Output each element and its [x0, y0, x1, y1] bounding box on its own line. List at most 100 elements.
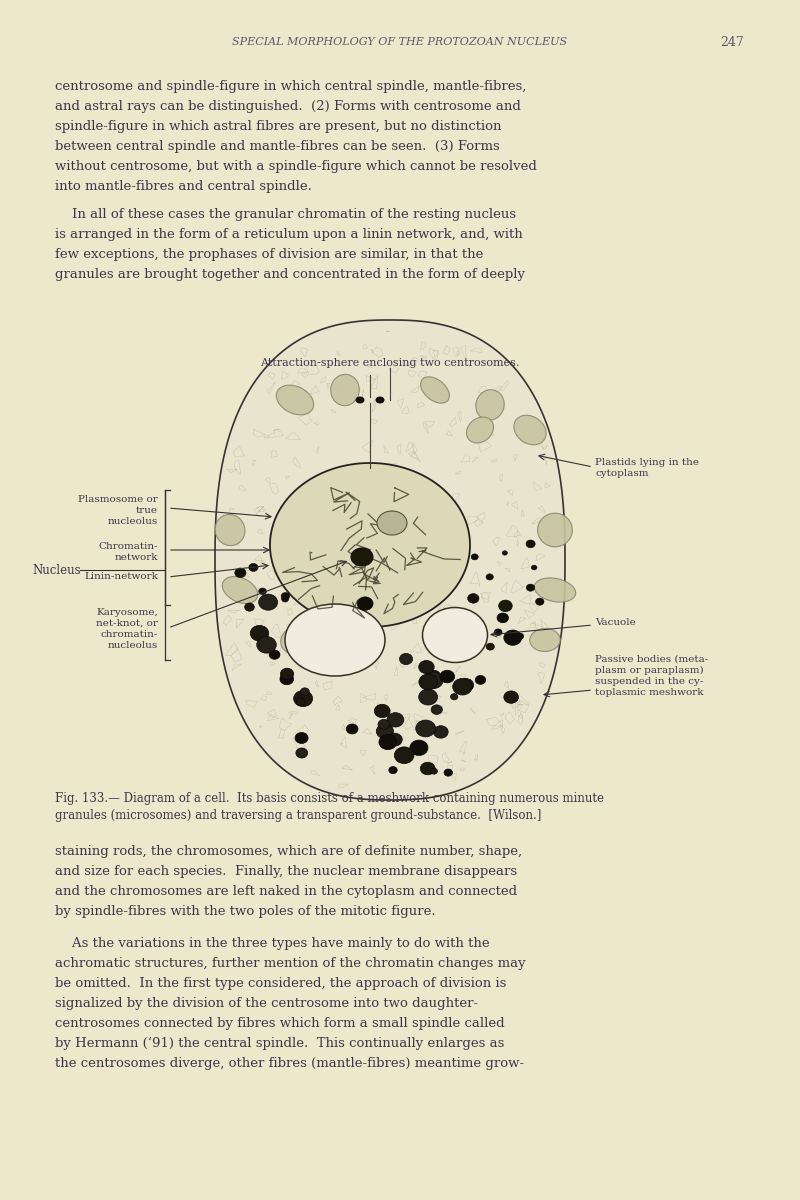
Ellipse shape	[535, 598, 544, 605]
Ellipse shape	[281, 626, 310, 654]
Ellipse shape	[476, 390, 504, 420]
Text: As the variations in the three types have mainly to do with the: As the variations in the three types hav…	[55, 937, 490, 950]
Ellipse shape	[399, 654, 413, 665]
Text: few exceptions, the prophases of division are similar, in that the: few exceptions, the prophases of divisio…	[55, 248, 483, 260]
Ellipse shape	[431, 704, 442, 714]
Ellipse shape	[356, 397, 364, 403]
Text: SPECIAL MORPHOLOGY OF THE PROTOZOAN NUCLEUS: SPECIAL MORPHOLOGY OF THE PROTOZOAN NUCL…	[233, 37, 567, 47]
Ellipse shape	[423, 672, 443, 689]
Ellipse shape	[377, 511, 407, 535]
Text: Passive bodies (meta-
plasm or paraplasm)
suspended in the cy-
toplasmic meshwor: Passive bodies (meta- plasm or paraplasm…	[595, 655, 708, 697]
Text: achromatic structures, further mention of the chromatin changes may: achromatic structures, further mention o…	[55, 958, 526, 970]
Ellipse shape	[250, 625, 269, 641]
Text: centrosome and spindle-figure in which central spindle, mantle-fibres,: centrosome and spindle-figure in which c…	[55, 80, 526, 92]
Ellipse shape	[419, 674, 438, 690]
Ellipse shape	[421, 377, 450, 403]
Text: Attraction-sphere enclosing two centrosomes.: Attraction-sphere enclosing two centroso…	[260, 358, 520, 368]
Ellipse shape	[294, 690, 313, 707]
Text: by spindle-fibres with the two poles of the mitotic figure.: by spindle-fibres with the two poles of …	[55, 905, 436, 918]
Ellipse shape	[475, 676, 486, 684]
Ellipse shape	[418, 660, 434, 673]
Ellipse shape	[468, 594, 479, 604]
Ellipse shape	[269, 650, 280, 659]
Ellipse shape	[249, 564, 258, 571]
Ellipse shape	[534, 578, 576, 602]
Ellipse shape	[514, 415, 546, 445]
Ellipse shape	[538, 514, 572, 547]
Ellipse shape	[285, 604, 385, 676]
Ellipse shape	[422, 607, 487, 662]
Text: spindle-figure in which astral fibres are present, but no distinction: spindle-figure in which astral fibres ar…	[55, 120, 502, 133]
Ellipse shape	[486, 643, 494, 650]
Ellipse shape	[281, 593, 290, 600]
Text: Chromatin-
network: Chromatin- network	[98, 542, 158, 562]
Ellipse shape	[517, 634, 524, 640]
Ellipse shape	[378, 720, 390, 730]
Text: granules (microsomes) and traversing a transparent ground-substance.  [Wilson.]: granules (microsomes) and traversing a t…	[55, 809, 542, 822]
Ellipse shape	[504, 630, 522, 646]
Text: In all of these cases the granular chromatin of the resting nucleus: In all of these cases the granular chrom…	[55, 208, 516, 221]
Text: granules are brought together and concentrated in the form of deeply: granules are brought together and concen…	[55, 268, 525, 281]
Polygon shape	[215, 320, 565, 800]
Ellipse shape	[453, 678, 472, 695]
Ellipse shape	[530, 629, 560, 652]
Text: centrosomes connected by fibres which form a small spindle called: centrosomes connected by fibres which fo…	[55, 1018, 505, 1030]
Ellipse shape	[486, 574, 494, 580]
Ellipse shape	[497, 613, 509, 623]
Ellipse shape	[374, 704, 390, 718]
Text: Karyosome,
net-knot, or
chromatin-
nucleolus: Karyosome, net-knot, or chromatin- nucle…	[96, 608, 158, 650]
Ellipse shape	[418, 689, 438, 706]
Ellipse shape	[222, 576, 258, 604]
Ellipse shape	[301, 688, 310, 695]
Ellipse shape	[394, 746, 414, 763]
Ellipse shape	[494, 629, 502, 636]
Ellipse shape	[526, 584, 534, 592]
Text: Vacuole: Vacuole	[595, 618, 636, 626]
Ellipse shape	[379, 734, 397, 750]
Ellipse shape	[234, 568, 246, 577]
Ellipse shape	[531, 565, 537, 570]
Ellipse shape	[280, 668, 294, 679]
Text: be omitted.  In the first type considered, the approach of division is: be omitted. In the first type considered…	[55, 977, 506, 990]
Ellipse shape	[458, 678, 474, 691]
Ellipse shape	[444, 769, 453, 776]
Text: and astral rays can be distinguished.  (2) Forms with centrosome and: and astral rays can be distinguished. (2…	[55, 100, 521, 113]
Ellipse shape	[416, 720, 435, 737]
Ellipse shape	[498, 600, 512, 612]
Ellipse shape	[295, 732, 308, 744]
Ellipse shape	[296, 698, 305, 706]
Text: 247: 247	[720, 36, 744, 48]
Ellipse shape	[296, 748, 308, 758]
Ellipse shape	[280, 673, 294, 685]
Ellipse shape	[526, 540, 535, 548]
Ellipse shape	[376, 397, 384, 403]
Ellipse shape	[330, 374, 359, 406]
Text: and the chromosomes are left naked in the cytoplasm and connected: and the chromosomes are left naked in th…	[55, 886, 517, 898]
Ellipse shape	[420, 762, 435, 775]
Text: the centrosomes diverge, other fibres (mantle-fibres) meantime grow-: the centrosomes diverge, other fibres (m…	[55, 1057, 524, 1070]
Ellipse shape	[387, 733, 402, 746]
Text: and size for each species.  Finally, the nuclear membrane disappears: and size for each species. Finally, the …	[55, 865, 517, 878]
Text: Nucleus: Nucleus	[32, 564, 81, 576]
Text: into mantle-fibres and central spindle.: into mantle-fibres and central spindle.	[55, 180, 312, 193]
Ellipse shape	[276, 385, 314, 415]
Ellipse shape	[428, 671, 440, 680]
Ellipse shape	[258, 594, 278, 611]
Ellipse shape	[466, 418, 494, 443]
Ellipse shape	[376, 724, 394, 738]
Ellipse shape	[471, 554, 478, 560]
Ellipse shape	[245, 604, 254, 611]
Ellipse shape	[430, 768, 438, 774]
Ellipse shape	[387, 713, 404, 727]
Ellipse shape	[440, 671, 454, 683]
Text: by Hermann (‘91) the central spindle.  This continually enlarges as: by Hermann (‘91) the central spindle. Th…	[55, 1037, 504, 1050]
Text: Plastids lying in the
cytoplasm: Plastids lying in the cytoplasm	[595, 458, 699, 478]
Polygon shape	[270, 463, 470, 626]
Ellipse shape	[257, 636, 276, 653]
Ellipse shape	[346, 724, 358, 734]
Text: without centrosome, but with a spindle-figure which cannot be resolved: without centrosome, but with a spindle-f…	[55, 160, 537, 173]
Ellipse shape	[450, 694, 458, 700]
Ellipse shape	[504, 691, 518, 703]
Ellipse shape	[215, 515, 245, 546]
Text: is arranged in the form of a reticulum upon a linin network, and, with: is arranged in the form of a reticulum u…	[55, 228, 522, 241]
